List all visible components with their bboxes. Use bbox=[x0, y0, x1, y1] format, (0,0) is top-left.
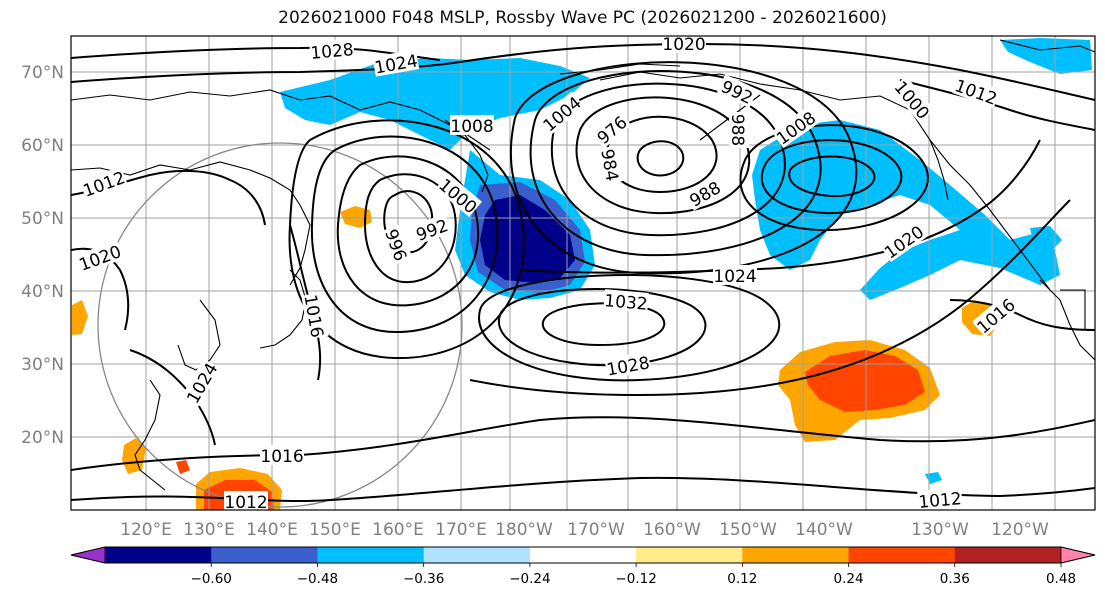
lat-label: 60°N bbox=[21, 136, 64, 156]
isobar-high-1 bbox=[542, 302, 666, 347]
colorbar-tick-label: −0.36 bbox=[403, 571, 444, 587]
lon-label: 140°W bbox=[795, 520, 853, 540]
isobar-low-c-4 bbox=[550, 82, 786, 237]
isobar-1016 bbox=[71, 416, 1095, 471]
lon-label: 170°W bbox=[567, 520, 625, 540]
shade-neg-arctic bbox=[280, 58, 590, 150]
colorbar-segment bbox=[529, 547, 637, 563]
lat-label: 20°N bbox=[21, 428, 64, 448]
isobar-low-c-6 bbox=[509, 61, 858, 275]
shade-pos-west-3 bbox=[176, 460, 190, 474]
isobar-label: 988 bbox=[727, 114, 747, 146]
isobars bbox=[71, 42, 1095, 503]
isobar-high-3 bbox=[478, 274, 781, 382]
isobar-label: 1008 bbox=[450, 117, 493, 137]
lon-label: 120°E bbox=[120, 520, 172, 540]
colorbar-arrow-right bbox=[1060, 546, 1096, 564]
colorbar-tick-label: −0.12 bbox=[615, 571, 656, 587]
colorbar-segment bbox=[848, 547, 956, 563]
lon-label: 170°E bbox=[435, 520, 487, 540]
lon-axis: 120°E 130°E 140°E 150°E 160°E 170°E 180°… bbox=[120, 520, 1049, 540]
isobar-high-2 bbox=[497, 288, 707, 367]
isobar-label: 1032 bbox=[603, 291, 648, 315]
reference-circle bbox=[97, 142, 463, 508]
isobar-label: 1016 bbox=[260, 447, 303, 467]
colorbar-tick-label: −0.60 bbox=[191, 571, 232, 587]
lat-label: 30°N bbox=[21, 355, 64, 375]
isobar-1012-ne bbox=[899, 79, 1095, 131]
lon-label: 180°W bbox=[495, 520, 553, 540]
colorbar-tick-label: −0.48 bbox=[297, 571, 338, 587]
colorbar-segment bbox=[105, 547, 212, 563]
lon-label: 150°E bbox=[309, 520, 361, 540]
colorbar: −0.60 −0.48 −0.36 −0.24 −0.12 0.12 0.24 0.36 0.4… bbox=[70, 546, 1096, 587]
map-title: 2026021000 F048 MSLP, Rossby Wave PC (20… bbox=[278, 8, 887, 28]
isobar-1016-e bbox=[949, 299, 1095, 331]
shade-neg-gulf bbox=[752, 120, 1060, 300]
lat-label: 70°N bbox=[21, 63, 64, 83]
lat-axis: 70°N 60°N 50°N 40°N 30°N 20°N bbox=[21, 63, 64, 448]
lon-label: 160°E bbox=[372, 520, 424, 540]
isobar-low-c-3 bbox=[575, 96, 751, 215]
lon-label: 130°E bbox=[183, 520, 235, 540]
shade-pos-hawaii-core bbox=[805, 350, 925, 412]
isobar-low-e-3 bbox=[739, 124, 929, 232]
shade-pos-west-1 bbox=[72, 300, 88, 335]
colorbar-segment bbox=[742, 547, 850, 563]
isobar-1020-w bbox=[71, 247, 130, 331]
colorbar-tick-label: 0.48 bbox=[1046, 571, 1076, 587]
lon-label: 130°W bbox=[911, 520, 969, 540]
lat-label: 40°N bbox=[21, 282, 64, 302]
plot-frame bbox=[70, 35, 1096, 511]
colorbar-segment bbox=[317, 547, 425, 563]
colorbar-segment bbox=[423, 547, 531, 563]
isobar-label: 1012 bbox=[224, 493, 267, 513]
isobar-label: 1012 bbox=[918, 489, 963, 513]
colorbar-outline bbox=[70, 546, 1096, 564]
colorbar-tick-label: 0.36 bbox=[940, 571, 970, 587]
isobar-1024 bbox=[519, 139, 1041, 274]
isobar-low-w-4 bbox=[310, 135, 499, 334]
colorbar-segment bbox=[211, 547, 318, 563]
isobar-1020 bbox=[469, 199, 1071, 397]
isobar-low-w-3 bbox=[336, 155, 480, 307]
colorbar-tick-label: −0.24 bbox=[509, 571, 550, 587]
lon-label: 160°W bbox=[643, 520, 701, 540]
isobar-top-1024 bbox=[71, 42, 1095, 101]
isobar-label: 1028 bbox=[310, 40, 355, 64]
colorbar-arrow-left bbox=[70, 546, 106, 564]
shade-neg-core bbox=[480, 195, 575, 283]
colorbar-segment bbox=[636, 547, 743, 563]
lon-label: 120°W bbox=[991, 520, 1049, 540]
isobar-label: 1020 bbox=[662, 35, 705, 55]
lon-label: 140°E bbox=[246, 520, 298, 540]
lat-label: 50°N bbox=[21, 209, 64, 229]
isobar-low-c-1 bbox=[636, 140, 685, 177]
colorbar-tick-label: 0.12 bbox=[727, 571, 757, 587]
isobar-low-e-1 bbox=[788, 155, 876, 198]
isobar-low-c-5 bbox=[529, 70, 822, 257]
colorbar-tick-label: 0.24 bbox=[834, 571, 864, 587]
isobar-low-w-2 bbox=[363, 173, 457, 284]
colorbar-segment bbox=[954, 547, 1062, 563]
isobar-low-e-2 bbox=[760, 139, 903, 215]
lon-label: 150°W bbox=[719, 520, 777, 540]
shade-pos-japan-sea bbox=[340, 206, 372, 228]
isobar-label: 1024 bbox=[713, 267, 756, 287]
